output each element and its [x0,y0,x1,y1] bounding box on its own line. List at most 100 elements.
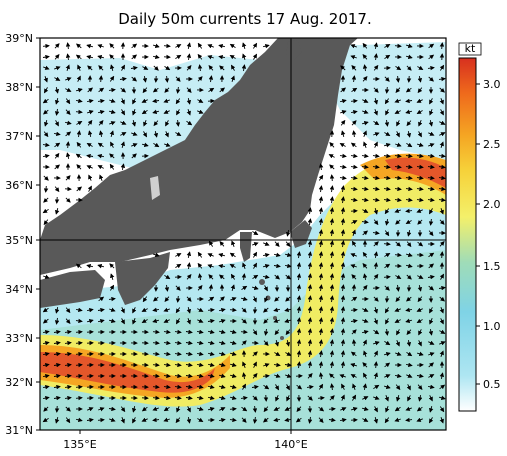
current-arrow [395,219,401,225]
current-arrow [318,350,324,358]
current-arrow [362,263,368,269]
current-arrow [340,284,346,292]
current-arrow [164,75,170,83]
current-arrow [405,186,413,192]
current-arrow [229,329,237,335]
current-arrow [362,64,368,72]
current-arrow [383,164,391,170]
current-arrow [274,274,280,280]
current-arrow [439,318,444,325]
current-arrow [329,306,335,314]
current-arrow [427,153,435,159]
current-arrow [351,120,357,126]
current-arrow [373,296,379,302]
current-arrow [340,87,346,93]
map-frame [39,37,447,431]
current-arrow [163,98,170,103]
current-arrow [416,208,423,213]
current-arrow [329,240,335,248]
kii-peninsula [115,252,170,305]
current-arrow [86,165,93,170]
current-arrow [318,251,324,259]
current-arrow [263,252,270,258]
current-arrow [384,208,390,215]
current-arrow [416,98,423,103]
current-arrow [340,119,346,126]
current-arrow [405,252,413,257]
current-arrow [53,395,61,401]
current-arrow [428,352,435,357]
current-arrow [131,143,138,148]
current-arrow [285,296,291,302]
current-arrow [207,55,214,60]
current-arrow [251,285,259,290]
current-arrow [43,197,49,203]
current-arrow [340,218,346,226]
current-arrow [65,77,72,82]
current-arrow [405,219,412,224]
current-arrow [318,383,324,390]
current-arrow [285,339,291,347]
current-arrow [318,229,324,237]
current-arrow [439,208,444,215]
current-arrow [174,395,182,401]
current-arrow [252,251,258,258]
current-arrow [75,417,83,423]
current-arrow [163,318,170,323]
current-arrow [385,109,390,116]
current-arrow [361,186,369,192]
current-arrow [373,318,378,325]
current-arrow [384,76,390,82]
current-arrow [417,131,422,138]
current-arrow [120,132,127,137]
current-arrow [241,340,247,346]
current-arrow [439,417,444,424]
current-arrow [132,98,137,105]
current-arrow [428,43,435,49]
current-arrow [87,185,92,192]
current-arrow [439,329,446,334]
current-arrow [350,197,358,203]
current-arrow [219,65,225,71]
current-arrow [76,98,83,104]
current-arrow [152,307,159,313]
current-arrow [163,351,171,357]
current-arrow [394,208,401,213]
current-arrow [152,329,160,335]
current-arrow [340,361,346,369]
current-arrow [120,307,125,314]
current-arrow [395,75,401,83]
current-arrow [329,185,335,193]
current-arrow [395,274,402,279]
current-arrow [219,407,226,412]
current-arrow [197,307,204,312]
current-arrow [351,339,357,347]
current-arrow [252,329,258,336]
current-arrow [318,185,324,193]
current-arrow [296,317,302,325]
current-arrow [164,296,170,302]
current-arrow [417,395,423,402]
current-arrow [307,306,313,314]
current-arrow [428,252,435,258]
current-arrow [175,253,182,258]
current-arrow [197,384,204,390]
current-arrow [329,273,335,281]
current-arrow [405,208,413,214]
current-arrow [229,307,237,313]
current-arrow [98,87,105,93]
current-arrow [339,164,347,170]
current-arrow [429,109,434,116]
current-arrow [207,318,215,324]
current-arrow [76,43,82,49]
current-arrow [252,351,258,357]
current-arrow [174,362,182,368]
current-arrow [108,87,116,93]
current-arrow [75,153,82,159]
current-arrow [416,417,423,422]
current-arrow [132,307,137,314]
current-arrow [428,143,435,148]
current-arrow [218,54,225,60]
current-arrow [428,285,434,291]
